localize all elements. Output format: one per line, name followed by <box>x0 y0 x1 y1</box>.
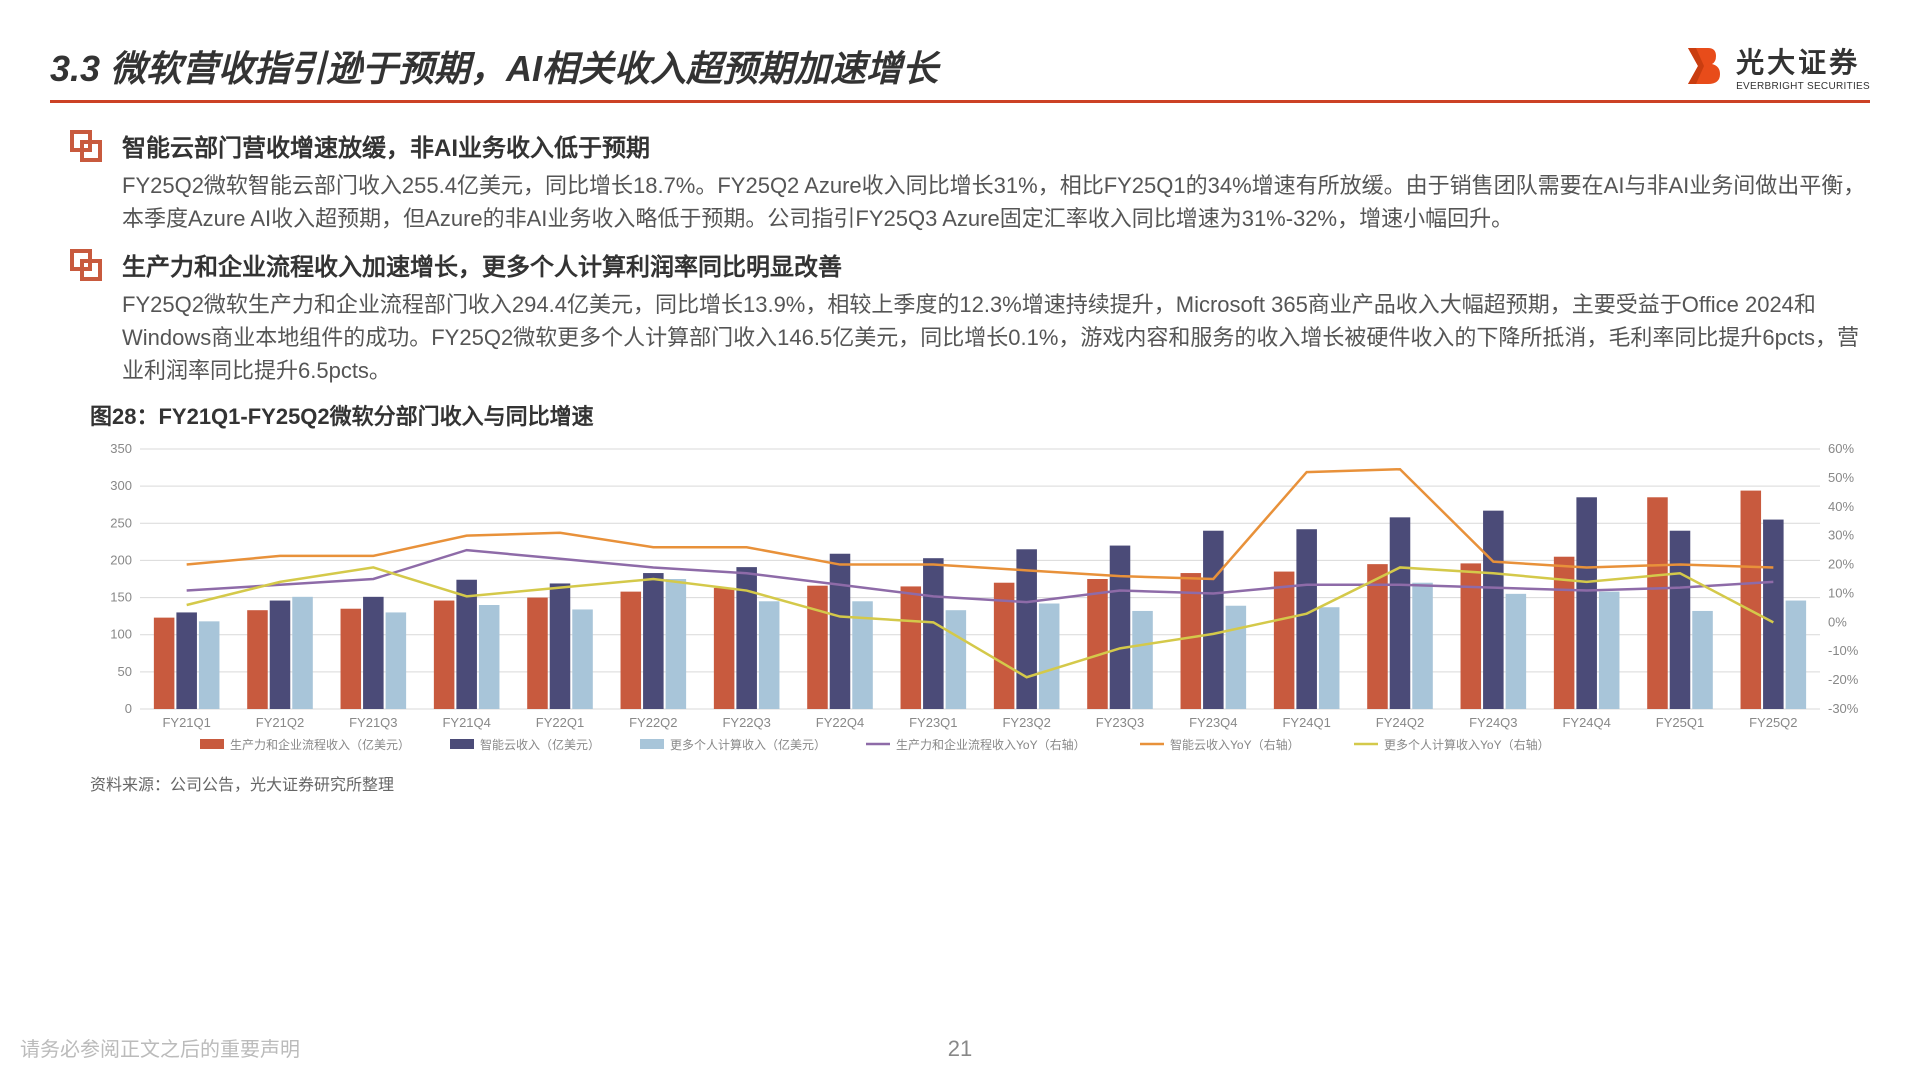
svg-text:-20%: -20% <box>1828 672 1859 687</box>
revenue-chart: 0 50 100 150 200 250 300 350 -30% -20% -10% 0% 10% 20… <box>80 439 1880 769</box>
page-number: 21 <box>948 1036 972 1062</box>
bullet-icon <box>70 249 102 281</box>
svg-text:0%: 0% <box>1828 614 1847 629</box>
svg-text:250: 250 <box>110 515 132 530</box>
svg-text:更多个人计算收入YoY（右轴）: 更多个人计算收入YoY（右轴） <box>1384 737 1550 752</box>
svg-text:10%: 10% <box>1828 585 1854 600</box>
svg-text:FY22Q3: FY22Q3 <box>722 715 770 730</box>
svg-text:60%: 60% <box>1828 441 1854 456</box>
page-title: 3.3 微软营收指引逊于预期，AI相关收入超预期加速增长 <box>50 40 938 92</box>
svg-text:20%: 20% <box>1828 557 1854 572</box>
svg-text:FY22Q1: FY22Q1 <box>536 715 584 730</box>
svg-text:0: 0 <box>125 701 132 716</box>
svg-text:150: 150 <box>110 590 132 605</box>
bullet-icon <box>70 130 102 162</box>
svg-text:生产力和企业流程收入YoY（右轴）: 生产力和企业流程收入YoY（右轴） <box>896 737 1086 752</box>
header-divider <box>50 100 1870 103</box>
svg-text:FY23Q4: FY23Q4 <box>1189 715 1237 730</box>
svg-text:生产力和企业流程收入（亿美元）: 生产力和企业流程收入（亿美元） <box>230 737 410 752</box>
company-logo: 光大证券 EVERBRIGHT SECURITIES <box>1682 41 1870 92</box>
svg-text:FY24Q4: FY24Q4 <box>1562 715 1610 730</box>
footer-note: 请务必参阅正文之后的重要声明 <box>20 1033 300 1062</box>
svg-text:FY21Q4: FY21Q4 <box>442 715 490 730</box>
bullet1-title: 智能云部门营收增速放缓，非AI业务收入低于预期 <box>122 128 1870 163</box>
svg-text:FY24Q2: FY24Q2 <box>1376 715 1424 730</box>
chart-container: 0 50 100 150 200 250 300 350 -30% -20% -10% 0% 10% 20… <box>80 439 1880 769</box>
svg-text:FY21Q3: FY21Q3 <box>349 715 397 730</box>
logo-icon <box>1682 44 1726 88</box>
svg-text:FY23Q2: FY23Q2 <box>1002 715 1050 730</box>
svg-text:FY22Q4: FY22Q4 <box>816 715 864 730</box>
svg-text:100: 100 <box>110 627 132 642</box>
svg-text:40%: 40% <box>1828 499 1854 514</box>
svg-text:50: 50 <box>118 664 132 679</box>
svg-text:FY25Q1: FY25Q1 <box>1656 715 1704 730</box>
svg-text:FY24Q1: FY24Q1 <box>1282 715 1330 730</box>
svg-text:FY22Q2: FY22Q2 <box>629 715 677 730</box>
logo-cn: 光大证券 <box>1736 41 1870 81</box>
svg-text:-10%: -10% <box>1828 643 1859 658</box>
svg-text:FY25Q2: FY25Q2 <box>1749 715 1797 730</box>
svg-text:50%: 50% <box>1828 470 1854 485</box>
bullet1-text: FY25Q2微软智能云部门收入255.4亿美元，同比增长18.7%。FY25Q2… <box>122 169 1870 235</box>
svg-text:FY21Q2: FY21Q2 <box>256 715 304 730</box>
svg-text:300: 300 <box>110 478 132 493</box>
svg-text:200: 200 <box>110 552 132 567</box>
svg-text:智能云收入YoY（右轴）: 智能云收入YoY（右轴） <box>1170 737 1300 752</box>
svg-text:更多个人计算收入（亿美元）: 更多个人计算收入（亿美元） <box>670 737 826 752</box>
svg-text:FY21Q1: FY21Q1 <box>162 715 210 730</box>
svg-text:30%: 30% <box>1828 528 1854 543</box>
chart-source: 资料来源：公司公告，光大证券研究所整理 <box>90 771 1870 795</box>
svg-text:智能云收入（亿美元）: 智能云收入（亿美元） <box>480 737 600 752</box>
svg-text:350: 350 <box>110 441 132 456</box>
svg-text:-30%: -30% <box>1828 701 1859 716</box>
svg-text:FY23Q3: FY23Q3 <box>1096 715 1144 730</box>
chart-title: 图28：FY21Q1-FY25Q2微软分部门收入与同比增速 <box>90 399 1870 431</box>
svg-text:FY24Q3: FY24Q3 <box>1469 715 1517 730</box>
svg-text:FY23Q1: FY23Q1 <box>909 715 957 730</box>
logo-en: EVERBRIGHT SECURITIES <box>1736 81 1870 92</box>
bullet2-title: 生产力和企业流程收入加速增长，更多个人计算利润率同比明显改善 <box>122 247 1870 282</box>
bullet2-text: FY25Q2微软生产力和企业流程部门收入294.4亿美元，同比增长13.9%，相… <box>122 288 1870 387</box>
